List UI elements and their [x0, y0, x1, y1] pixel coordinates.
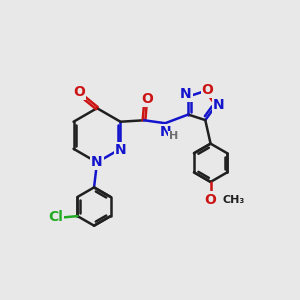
- Text: O: O: [205, 193, 217, 207]
- Text: N: N: [213, 98, 225, 112]
- Text: O: O: [202, 82, 214, 97]
- Text: CH₃: CH₃: [223, 195, 245, 205]
- Text: Cl: Cl: [48, 210, 63, 224]
- Text: N: N: [115, 143, 127, 157]
- Text: N: N: [180, 87, 192, 101]
- Text: H: H: [169, 131, 178, 142]
- Text: N: N: [91, 155, 103, 170]
- Text: O: O: [74, 85, 85, 99]
- Text: O: O: [141, 92, 153, 106]
- Text: N: N: [160, 125, 172, 139]
